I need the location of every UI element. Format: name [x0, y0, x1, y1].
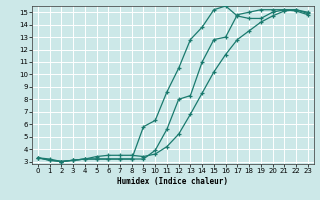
X-axis label: Humidex (Indice chaleur): Humidex (Indice chaleur) — [117, 177, 228, 186]
